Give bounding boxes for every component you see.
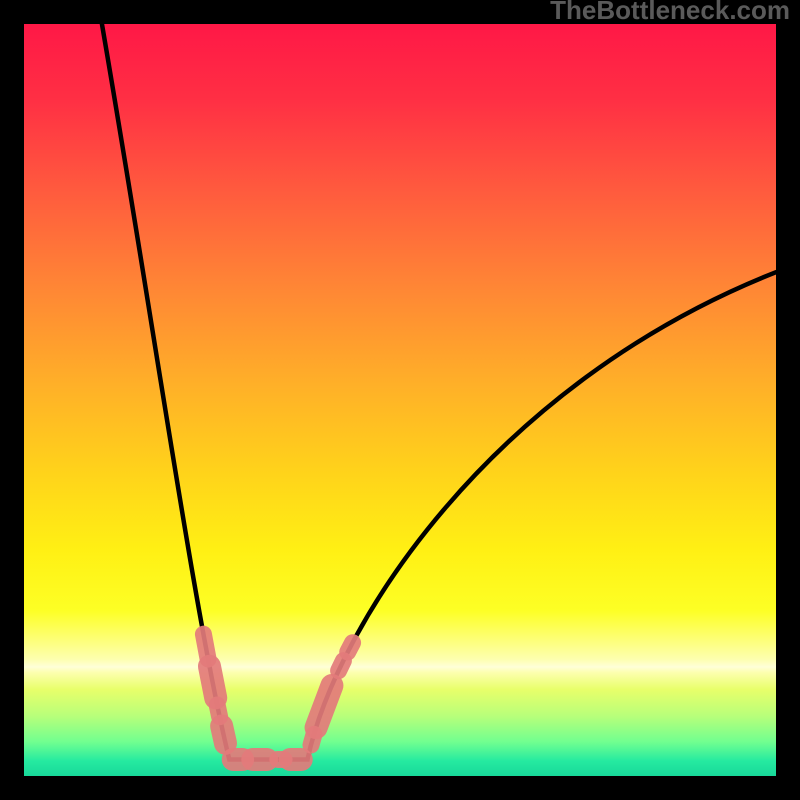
curve-marker xyxy=(339,661,344,671)
gradient-background xyxy=(24,24,776,776)
curve-marker xyxy=(316,686,332,728)
curve-marker xyxy=(209,666,215,698)
curve-marker xyxy=(222,726,226,743)
chart-svg xyxy=(0,0,800,800)
curve-marker xyxy=(348,643,353,652)
watermark-text: TheBottleneck.com xyxy=(550,0,790,26)
